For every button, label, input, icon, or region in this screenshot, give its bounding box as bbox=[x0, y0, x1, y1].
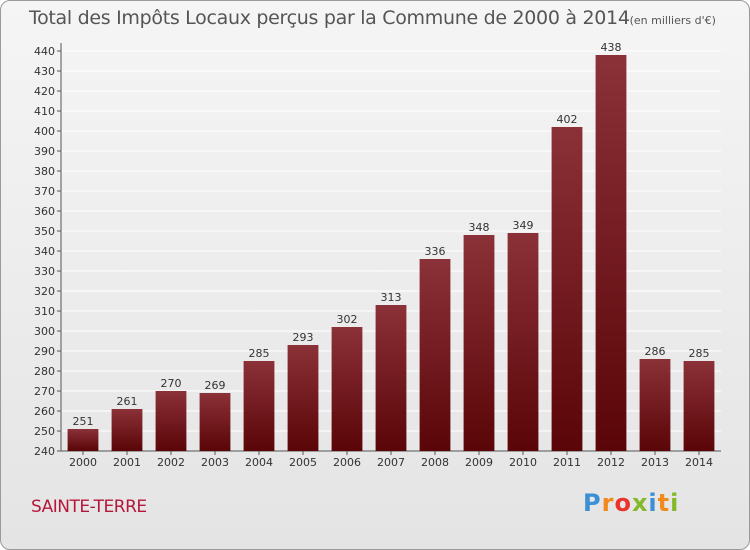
x-tick-label: 2008 bbox=[421, 456, 449, 469]
data-label: 336 bbox=[425, 245, 446, 258]
y-tick-label: 420 bbox=[34, 85, 55, 98]
y-axis-ticks: 240 250 260 270 280 290 300 310 320 330 340 350 360 3… bbox=[34, 45, 61, 458]
x-tick-label: 2009 bbox=[465, 456, 493, 469]
bar bbox=[683, 361, 715, 451]
y-tick-label: 340 bbox=[34, 245, 55, 258]
logo-letter: i bbox=[648, 489, 658, 517]
data-label: 438 bbox=[601, 41, 622, 54]
y-tick-label: 440 bbox=[34, 45, 55, 58]
bar bbox=[595, 55, 627, 451]
bar bbox=[243, 361, 275, 451]
bar bbox=[639, 359, 671, 451]
x-tick-label: 2013 bbox=[641, 456, 669, 469]
data-label: 270 bbox=[161, 377, 182, 390]
y-tick-label: 410 bbox=[34, 105, 55, 118]
chart-title-text: Total des Impôts Locaux perçus par la Co… bbox=[29, 7, 630, 29]
data-label: 261 bbox=[117, 395, 138, 408]
data-label: 269 bbox=[205, 379, 226, 392]
x-axis-ticks: 2000 2001 2002 2003 2004 2005 2006 2007 2008 2009… bbox=[69, 451, 713, 469]
y-tick-label: 400 bbox=[34, 125, 55, 138]
x-tick-label: 2001 bbox=[113, 456, 141, 469]
y-tick-label: 330 bbox=[34, 265, 55, 278]
bar bbox=[507, 233, 539, 451]
data-label: 348 bbox=[469, 221, 490, 234]
y-tick-label: 360 bbox=[34, 205, 55, 218]
data-label: 349 bbox=[513, 219, 534, 232]
data-label: 293 bbox=[293, 331, 314, 344]
y-tick-label: 430 bbox=[34, 65, 55, 78]
bar bbox=[419, 259, 451, 451]
bar bbox=[287, 345, 319, 451]
x-tick-label: 2002 bbox=[157, 456, 185, 469]
y-tick-label: 300 bbox=[34, 325, 55, 338]
x-tick-label: 2010 bbox=[509, 456, 537, 469]
bar bbox=[463, 235, 495, 451]
y-tick-label: 320 bbox=[34, 285, 55, 298]
logo-letter: x bbox=[631, 489, 649, 517]
x-tick-label: 2014 bbox=[685, 456, 713, 469]
y-tick-label: 250 bbox=[34, 425, 55, 438]
bar bbox=[551, 127, 583, 451]
data-label: 251 bbox=[73, 415, 94, 428]
bar bbox=[199, 393, 231, 451]
y-tick-label: 310 bbox=[34, 305, 55, 318]
x-tick-label: 2007 bbox=[377, 456, 405, 469]
data-label: 313 bbox=[381, 291, 402, 304]
proxiti-logo: Proxiti bbox=[583, 489, 679, 517]
y-tick-label: 280 bbox=[34, 365, 55, 378]
y-tick-label: 260 bbox=[34, 405, 55, 418]
chart-unit: (en milliers d'€) bbox=[629, 14, 716, 27]
data-label: 285 bbox=[249, 347, 270, 360]
data-labels: 251 261 270 269 285 293 302 313 336 348 349 402 438 2… bbox=[73, 41, 710, 428]
bar bbox=[331, 327, 363, 451]
bar bbox=[111, 409, 143, 451]
logo-letter: t bbox=[657, 489, 671, 517]
y-tick-label: 350 bbox=[34, 225, 55, 238]
bars bbox=[67, 55, 715, 451]
y-tick-label: 240 bbox=[34, 445, 55, 458]
logo-letter: P bbox=[583, 489, 602, 517]
logo-letter: r bbox=[601, 489, 615, 517]
logo-letter: o bbox=[614, 489, 632, 517]
x-tick-label: 2012 bbox=[597, 456, 625, 469]
chart-title: Total des Impôts Locaux perçus par la Co… bbox=[29, 7, 716, 29]
y-tick-label: 370 bbox=[34, 185, 55, 198]
data-label: 285 bbox=[689, 347, 710, 360]
logo-letter: i bbox=[670, 489, 680, 517]
bar bbox=[67, 429, 99, 451]
y-tick-label: 390 bbox=[34, 145, 55, 158]
x-tick-label: 2000 bbox=[69, 456, 97, 469]
data-label: 286 bbox=[645, 345, 666, 358]
x-tick-label: 2004 bbox=[245, 456, 273, 469]
x-tick-label: 2006 bbox=[333, 456, 361, 469]
y-tick-label: 380 bbox=[34, 165, 55, 178]
data-label: 302 bbox=[337, 313, 358, 326]
commune-name: SAINTE-TERRE bbox=[31, 497, 147, 517]
x-tick-label: 2005 bbox=[289, 456, 317, 469]
data-label: 402 bbox=[557, 113, 578, 126]
bar bbox=[375, 305, 407, 451]
y-tick-label: 270 bbox=[34, 385, 55, 398]
x-tick-label: 2003 bbox=[201, 456, 229, 469]
bar bbox=[155, 391, 187, 451]
x-tick-label: 2011 bbox=[553, 456, 581, 469]
y-tick-label: 290 bbox=[34, 345, 55, 358]
